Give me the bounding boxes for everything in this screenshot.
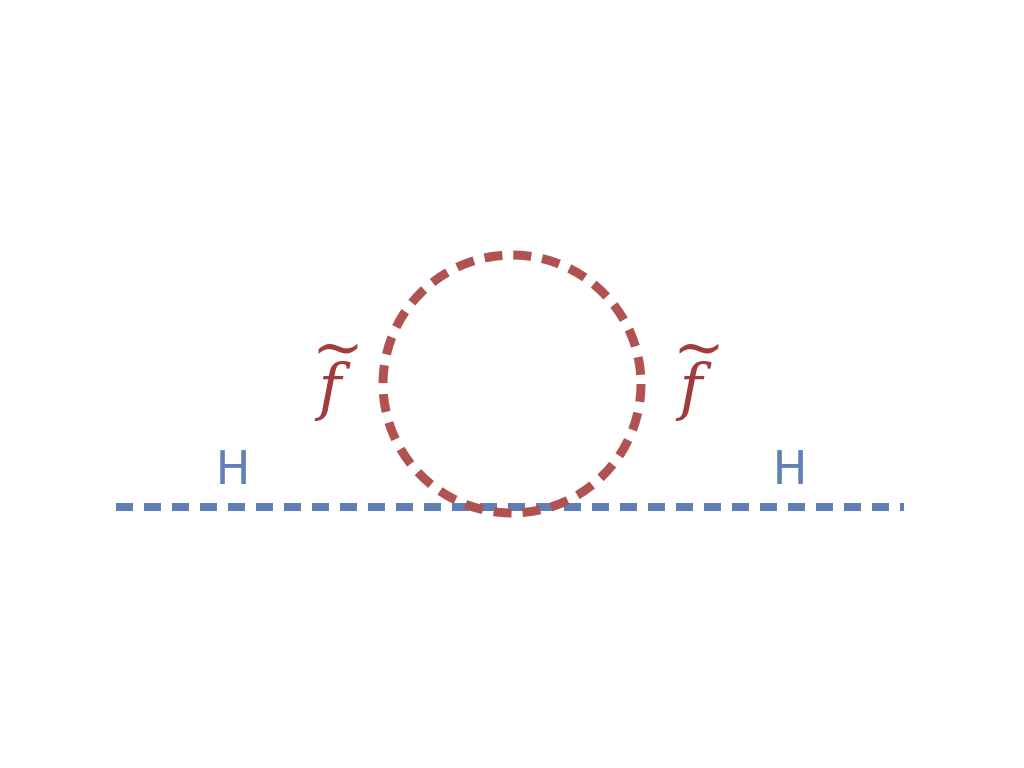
higgs-label-left: H (216, 441, 251, 495)
sfermion-label-left-group: ~ f (312, 310, 364, 423)
higgs-label-right: H (773, 441, 808, 495)
sfermion-tilde-right: ~ (673, 310, 725, 383)
sfermion-tilde-left: ~ (312, 310, 364, 383)
sfermion-label-right-group: ~ f (673, 310, 725, 423)
sfermion-loop (378, 250, 646, 518)
